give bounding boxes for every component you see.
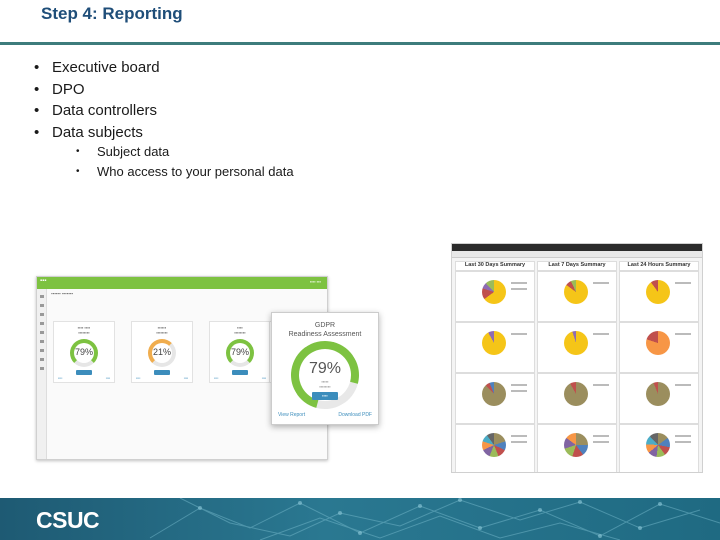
app-header-bar [452, 244, 702, 251]
continue-button [232, 370, 248, 375]
card-value: 79% [230, 347, 249, 357]
bullet-item: Data subjects [34, 122, 160, 144]
pie-chart [482, 331, 506, 355]
pie-panel [455, 322, 535, 373]
pie-chart [482, 280, 506, 304]
bullet-item: Data controllers [34, 100, 160, 122]
pie-chart [482, 433, 506, 457]
csuc-logo: CSUC [36, 507, 100, 533]
pie-chart [482, 382, 506, 406]
pie-panel [537, 322, 617, 373]
pie-panel [537, 373, 617, 424]
pie-chart [564, 280, 588, 304]
app-logo: ▪▪▪ [40, 278, 47, 284]
assessment-card: ▪▪▪▪ ▪▪▪▪▪▪▪▪ 79% ▪▪▪▪ ▪▪▪▪ [209, 321, 271, 383]
pie-chart [646, 433, 670, 457]
pie-chart [564, 433, 588, 457]
readiness-value: 79% [308, 360, 342, 377]
pie-chart [646, 382, 670, 406]
readiness-gauge [70, 339, 98, 367]
card-value: 21% [152, 347, 171, 357]
gdpr-readiness-card: GDPR Readiness Assessment 79% ▪▪▪▪▪ ▪▪▪▪▪… [271, 312, 379, 425]
bullet-item: DPO [34, 79, 160, 101]
pie-panel [455, 373, 535, 424]
footer-band [0, 498, 720, 540]
pie-panel [619, 271, 699, 322]
app-sidebar [37, 289, 47, 459]
card-value: 79% [74, 347, 93, 357]
pie-panel [619, 322, 699, 373]
card-subtitle: Readiness Assessment [288, 331, 362, 338]
pie-chart [646, 331, 670, 355]
pie-panel [619, 373, 699, 424]
pie-panel [455, 424, 535, 472]
pie-panel [455, 271, 535, 322]
user-menu: ▪▪▪▪ ▪▪▪ [309, 279, 321, 284]
dashboard-heading: ▪▪▪▪▪▪ ▪▪▪▪▪▪▪ [51, 291, 73, 296]
readiness-gauge [226, 339, 254, 367]
sub-bullet-list: Subject data Who access to your personal… [76, 143, 294, 183]
download-pdf-link: Download PDF [338, 412, 372, 418]
pie-chart [646, 280, 670, 304]
slide-title: Step 4: Reporting [41, 4, 183, 23]
pie-panel [619, 424, 699, 472]
readiness-gauge [148, 339, 176, 367]
continue-button [154, 370, 170, 375]
sub-bullet-item: Who access to your personal data [76, 163, 294, 183]
title-divider [0, 42, 720, 45]
summary-header: Last 7 Days Summary [537, 261, 617, 271]
pie-chart [564, 382, 588, 406]
summary-header: Last 24 Hours Summary [619, 261, 699, 271]
pie-panel [537, 424, 617, 472]
assessment-card: ▪▪▪▪ ▪▪▪▪ ▪▪▪▪▪▪▪▪ 79% ▪▪▪▪ ▪▪▪▪ [53, 321, 115, 383]
assessment-card: ▪▪▪▪▪▪ ▪▪▪▪▪▪▪▪ 21% ▪▪▪▪ ▪▪▪▪ [131, 321, 193, 383]
view-report-link: View Report [278, 412, 306, 418]
continue-button [76, 370, 92, 375]
network-pattern [149, 498, 720, 540]
bullet-list: Executive board DPO Data controllers Dat… [34, 57, 160, 143]
continue-button: ▪▪▪▪ [312, 392, 338, 400]
activity-summary-screenshot: Last 30 Days Summary Last 7 Days Summary… [451, 243, 703, 473]
pie-chart [564, 331, 588, 355]
app-toolbar [452, 251, 702, 258]
app-header-bar: ▪▪▪ ▪▪▪▪ ▪▪▪ [37, 277, 327, 289]
bullet-item: Executive board [34, 57, 160, 79]
card-title: GDPR [314, 322, 336, 329]
summary-header: Last 30 Days Summary [455, 261, 535, 271]
sub-bullet-item: Subject data [76, 143, 294, 163]
pie-panel [537, 271, 617, 322]
